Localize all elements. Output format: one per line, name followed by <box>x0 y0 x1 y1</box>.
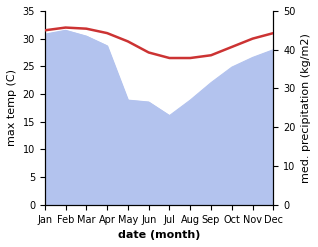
X-axis label: date (month): date (month) <box>118 230 200 240</box>
Y-axis label: max temp (C): max temp (C) <box>7 69 17 146</box>
Y-axis label: med. precipitation (kg/m2): med. precipitation (kg/m2) <box>301 33 311 183</box>
